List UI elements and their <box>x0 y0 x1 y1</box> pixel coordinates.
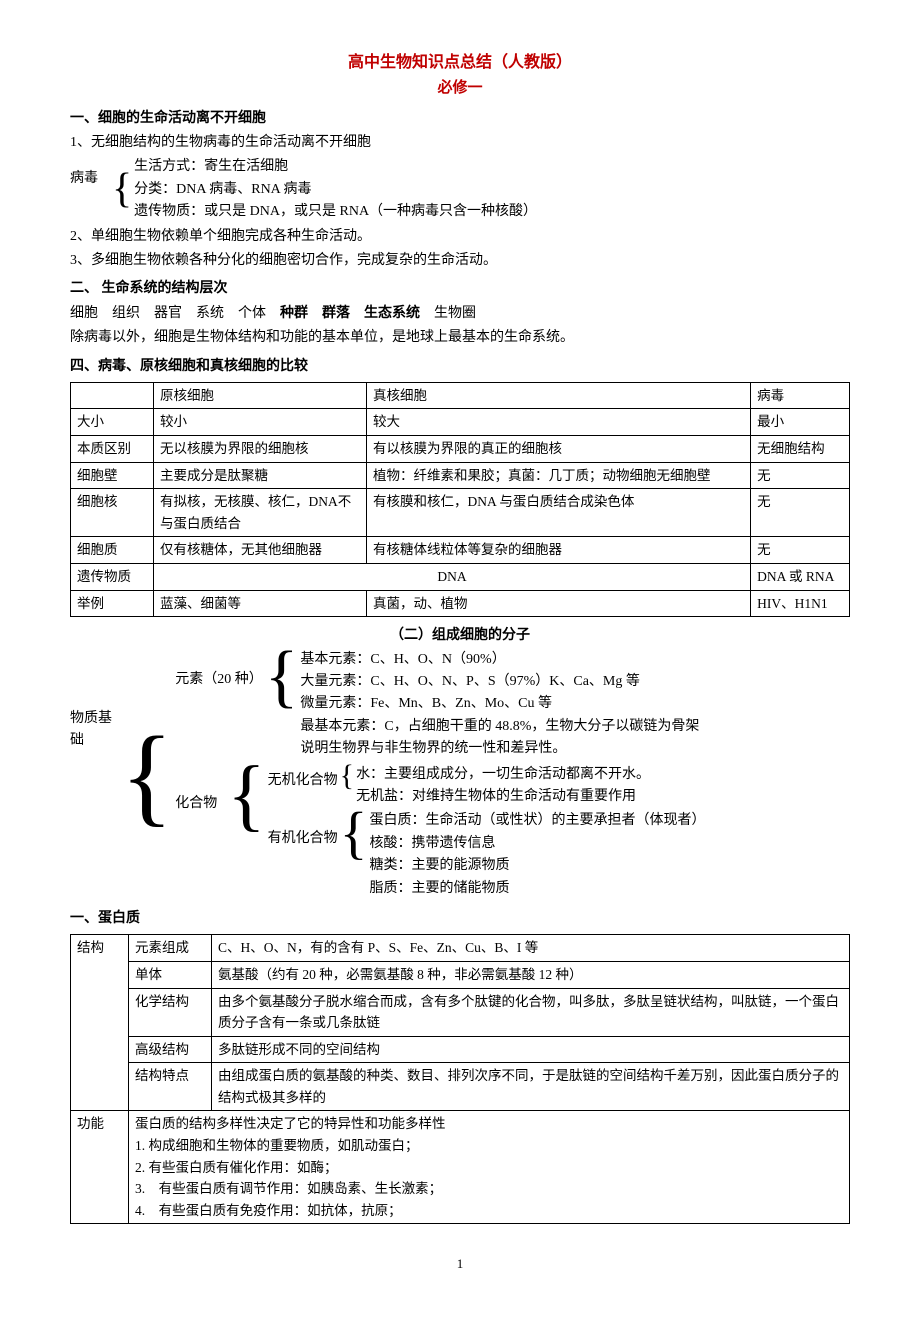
cell: 较大 <box>367 409 751 436</box>
org-item: 核酸：携带遗传信息 <box>370 833 706 855</box>
cell: 高级结构 <box>129 1036 212 1063</box>
para: 2、单细胞生物依赖单个细胞完成各种生命活动。 <box>70 226 850 248</box>
organic-label: 有机化合物 <box>268 810 338 850</box>
virus-label: 病毒 <box>70 156 110 223</box>
brace-icon: { <box>263 649 301 705</box>
elem-item: 最基本元素：C，占细胞干重的 48.8%，生物大分子以碳链为骨架 <box>300 716 699 738</box>
heading-2: 二、 生命系统的结构层次 <box>70 278 850 300</box>
levels-bold: 种群 群落 生态系统 <box>280 306 420 321</box>
cell: 无 <box>751 462 850 489</box>
elem-item: 说明生物界与非生物界的统一性和差异性。 <box>300 738 699 760</box>
cell: 结构 <box>71 935 129 1111</box>
cell: 遗传物质 <box>71 564 154 591</box>
para: 3、多细胞生物依赖各种分化的细胞密切合作，完成复杂的生命活动。 <box>70 250 850 272</box>
doc-subtitle: 必修一 <box>70 76 850 100</box>
cell: 较小 <box>154 409 367 436</box>
cell: 本质区别 <box>71 436 154 463</box>
protein-table: 结构 元素组成 C、H、O、N，有的含有 P、S、Fe、Zn、Cu、B、I 等 … <box>70 934 850 1224</box>
cell: 由组成蛋白质的氨基酸的种类、数目、排列次序不同，于是肽链的空间结构千差万别，因此… <box>212 1063 850 1111</box>
inorg-item: 无机盐：对维持生物体的生命活动有重要作用 <box>356 786 650 808</box>
doc-title: 高中生物知识点总结（人教版） <box>70 50 850 76</box>
cell: 蓝藻、细菌等 <box>154 590 367 617</box>
org-item: 糖类：主要的能源物质 <box>370 855 706 877</box>
levels: 细胞 组织 器官 系统 个体 种群 群落 生态系统 生物圈 <box>70 303 850 325</box>
cell: 无细胞结构 <box>751 436 850 463</box>
cell: 大小 <box>71 409 154 436</box>
cell: C、H、O、N，有的含有 P、S、Fe、Zn、Cu、B、I 等 <box>212 935 850 962</box>
heading-4: 四、病毒、原核细胞和真核细胞的比较 <box>70 356 850 378</box>
cell: 无以核膜为界限的细胞核 <box>154 436 367 463</box>
material-basis: 物质基础 { 元素（20 种） { 基本元素：C、H、O、N（90%） 大量元素… <box>70 648 850 902</box>
cell: 原核细胞 <box>154 382 367 409</box>
levels-plain: 生物圈 <box>420 306 476 321</box>
org-item: 蛋白质：生命活动（或性状）的主要承担者（体现者） <box>370 810 706 832</box>
cell: 单体 <box>129 961 212 988</box>
cell: 无 <box>751 489 850 537</box>
cell: 细胞质 <box>71 537 154 564</box>
material-label: 物质基础 <box>70 648 118 902</box>
cell: 细胞壁 <box>71 462 154 489</box>
cell: DNA <box>154 564 751 591</box>
cell: 氨基酸（约有 20 种，必需氨基酸 8 种，非必需氨基酸 12 种） <box>212 961 850 988</box>
func-body-cell: 蛋白质的结构多样性决定了它的特异性和功能多样性 1. 构成细胞和生物体的重要物质… <box>129 1111 850 1224</box>
cell: 仅有核糖体，无其他细胞器 <box>154 537 367 564</box>
brace-icon: { <box>225 763 267 827</box>
inorganic-label: 无机化合物 <box>268 764 338 792</box>
org-item: 脂质：主要的储能物质 <box>370 878 706 900</box>
cell: 化学结构 <box>129 988 212 1036</box>
cell: 无 <box>751 537 850 564</box>
virus-brace: 病毒 { 生活方式：寄生在活细胞 分类：DNA 病毒、RNA 病毒 遗传物质：或… <box>70 156 850 223</box>
cell: 由多个氨基酸分子脱水缩合而成，含有多个肽键的化合物，叫多肽，多肽呈链状结构，叫肽… <box>212 988 850 1036</box>
cell: 多肽链形成不同的空间结构 <box>212 1036 850 1063</box>
cell: 举例 <box>71 590 154 617</box>
cell <box>71 382 154 409</box>
page-number: 1 <box>70 1254 850 1275</box>
cell: 结构特点 <box>129 1063 212 1111</box>
cell: 病毒 <box>751 382 850 409</box>
brace-icon: { <box>110 156 134 223</box>
cell: 真菌，动、植物 <box>367 590 751 617</box>
elem-item: 大量元素：C、H、O、N、P、S（97%）K、Ca、Mg 等 <box>300 671 699 693</box>
elements-label: 元素（20 种） <box>175 649 263 691</box>
cell: 有核糖体线粒体等复杂的细胞器 <box>367 537 751 564</box>
cell: 有核膜和核仁，DNA 与蛋白质结合成染色体 <box>367 489 751 537</box>
brace-icon: { <box>338 764 356 788</box>
heading-1: 一、细胞的生命活动离不开细胞 <box>70 108 850 130</box>
comparison-table: 原核细胞真核细胞病毒 大小较小较大最小 本质区别无以核膜为界限的细胞核有以核膜为… <box>70 382 850 617</box>
cell: 最小 <box>751 409 850 436</box>
cell: 细胞核 <box>71 489 154 537</box>
cell: 植物：纤维素和果胶；真菌：几丁质；动物细胞无细胞壁 <box>367 462 751 489</box>
elem-item: 基本元素：C、H、O、N（90%） <box>300 649 699 671</box>
cell: 有拟核，无核膜、核仁，DNA不与蛋白质结合 <box>154 489 367 537</box>
heading-molecules: （二）组成细胞的分子 <box>70 625 850 647</box>
para: 除病毒以外，细胞是生物体结构和功能的基本单位，是地球上最基本的生命系统。 <box>70 327 850 349</box>
brace-icon: { <box>118 648 175 902</box>
cell: 有以核膜为界限的真正的细胞核 <box>367 436 751 463</box>
inorg-item: 水：主要组成成分，一切生命活动都离不开水。 <box>356 764 650 786</box>
para: 1、无细胞结构的生物病毒的生命活动离不开细胞 <box>70 132 850 154</box>
brace-icon: { <box>338 810 370 856</box>
cell: 主要成分是肽聚糖 <box>154 462 367 489</box>
virus-item: 生活方式：寄生在活细胞 <box>134 156 537 178</box>
cell: DNA 或 RNA <box>751 564 850 591</box>
elem-item: 微量元素：Fe、Mn、B、Zn、Mo、Cu 等 <box>300 693 699 715</box>
heading-protein: 一、蛋白质 <box>70 908 850 930</box>
levels-plain: 细胞 组织 器官 系统 个体 <box>70 306 280 321</box>
compound-label: 化合物 <box>175 763 225 815</box>
virus-item: 分类：DNA 病毒、RNA 病毒 <box>134 179 537 201</box>
cell: 元素组成 <box>129 935 212 962</box>
cell: 功能 <box>71 1111 129 1224</box>
virus-item: 遗传物质：或只是 DNA，或只是 RNA（一种病毒只含一种核酸） <box>134 201 537 223</box>
cell: HIV、H1N1 <box>751 590 850 617</box>
cell: 真核细胞 <box>367 382 751 409</box>
